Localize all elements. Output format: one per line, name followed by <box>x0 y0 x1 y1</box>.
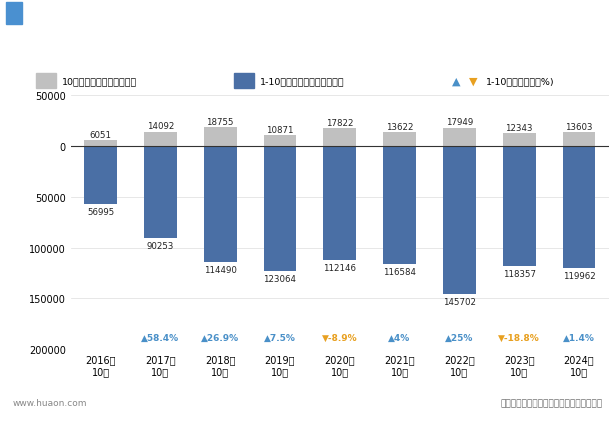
Bar <box>383 133 416 147</box>
Bar <box>323 129 356 147</box>
Text: ▲58.4%: ▲58.4% <box>141 333 180 342</box>
Text: ▲4%: ▲4% <box>389 333 411 342</box>
Text: 6051: 6051 <box>90 130 111 139</box>
Text: 13622: 13622 <box>386 123 413 132</box>
Bar <box>383 147 416 265</box>
Bar <box>443 147 476 294</box>
Text: 123064: 123064 <box>263 274 296 283</box>
Bar <box>144 132 177 147</box>
Bar <box>264 135 296 147</box>
Text: ▼: ▼ <box>469 76 478 86</box>
Text: 2016-2024年10月金桥综合保税区进出口总额: 2016-2024年10月金桥综合保税区进出口总额 <box>170 38 445 56</box>
Bar <box>264 147 296 271</box>
Text: ▲26.9%: ▲26.9% <box>201 333 239 342</box>
Text: 14092: 14092 <box>147 122 174 131</box>
Bar <box>234 74 254 89</box>
Bar <box>563 147 595 268</box>
Bar <box>144 147 177 238</box>
Bar <box>6 3 22 25</box>
Text: 1-10月进出口总额（万美元）: 1-10月进出口总额（万美元） <box>260 77 344 86</box>
Text: www.huaon.com: www.huaon.com <box>12 398 87 407</box>
Bar <box>36 74 56 89</box>
Text: ▲25%: ▲25% <box>445 333 474 342</box>
Text: 112146: 112146 <box>323 263 356 272</box>
Text: ▲7.5%: ▲7.5% <box>264 333 296 342</box>
Text: ▼-8.9%: ▼-8.9% <box>322 333 357 342</box>
Text: 专业严谨 ● 客观科学: 专业严谨 ● 客观科学 <box>531 9 597 19</box>
Text: 13603: 13603 <box>565 123 593 132</box>
Text: 10871: 10871 <box>266 125 294 134</box>
Text: 17822: 17822 <box>326 118 354 127</box>
Text: 1-10月同比增速（%): 1-10月同比增速（%) <box>486 77 555 86</box>
Text: 10月进出口总额（万美元）: 10月进出口总额（万美元） <box>62 77 137 86</box>
Text: ▲1.4%: ▲1.4% <box>563 333 595 342</box>
Bar <box>84 147 117 204</box>
Text: 18755: 18755 <box>207 117 234 127</box>
Text: 12343: 12343 <box>506 124 533 133</box>
Bar <box>502 147 536 267</box>
Text: 116584: 116584 <box>383 268 416 277</box>
Bar <box>204 147 237 262</box>
Text: ▲: ▲ <box>452 76 461 86</box>
Text: 数据来源：中国海关；华经产业研究院整理: 数据来源：中国海关；华经产业研究院整理 <box>501 398 603 407</box>
Text: 119962: 119962 <box>563 271 595 280</box>
Text: 56995: 56995 <box>87 207 114 216</box>
Bar <box>323 147 356 260</box>
Text: 118357: 118357 <box>502 270 536 279</box>
Bar <box>84 141 117 147</box>
Text: 90253: 90253 <box>147 241 174 250</box>
Bar <box>204 127 237 147</box>
Bar <box>443 128 476 147</box>
Text: 114490: 114490 <box>204 266 237 275</box>
Text: 华经情报网: 华经情报网 <box>28 9 61 19</box>
Bar <box>502 134 536 147</box>
Text: ▼-18.8%: ▼-18.8% <box>498 333 540 342</box>
Text: 145702: 145702 <box>443 297 476 306</box>
Text: 17949: 17949 <box>446 118 473 127</box>
Bar <box>563 133 595 147</box>
